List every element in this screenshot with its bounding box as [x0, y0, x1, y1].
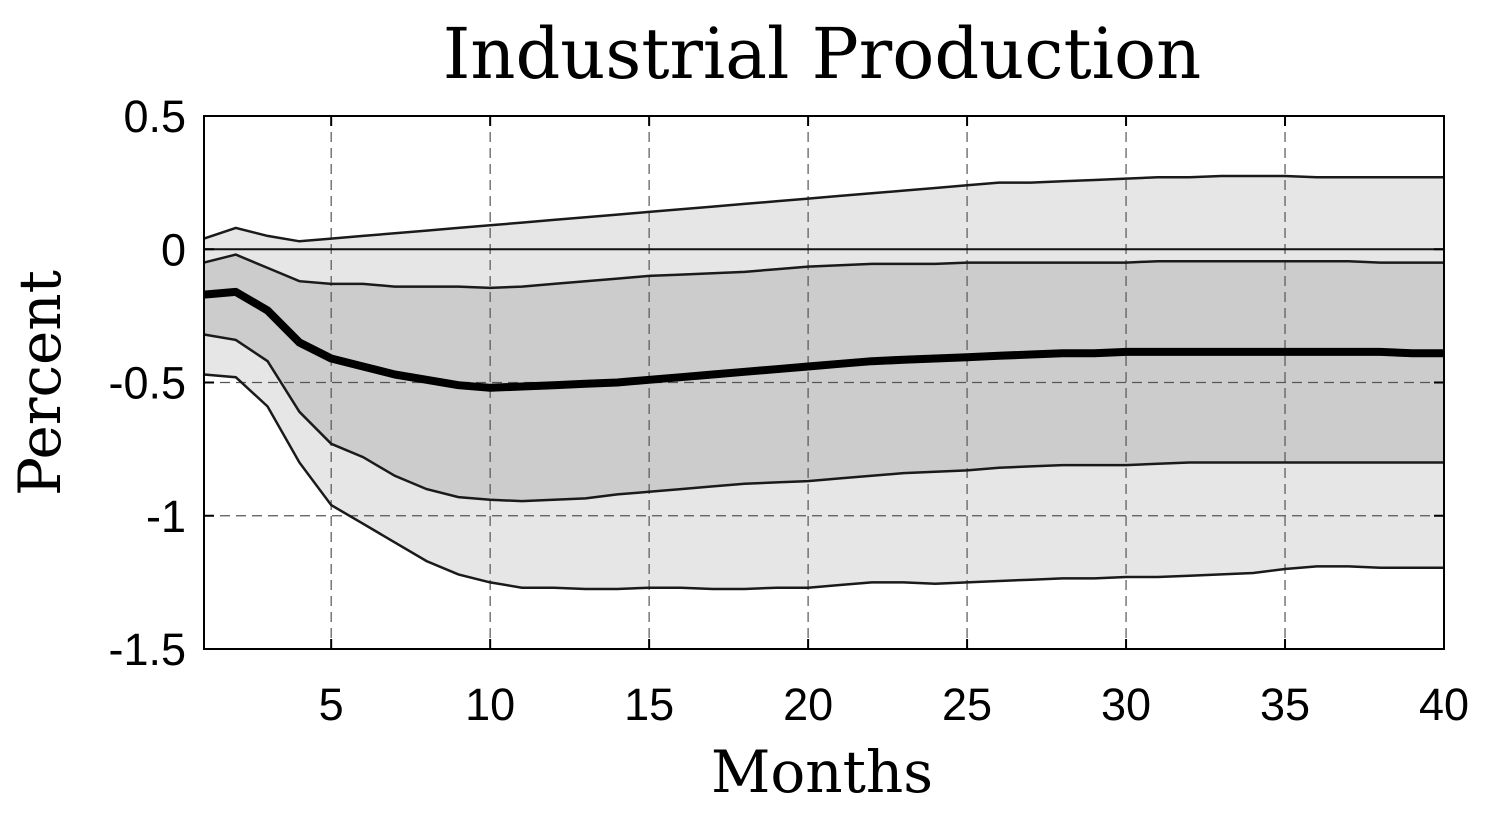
x-tick-label: 15	[624, 679, 674, 730]
y-tick-label: 0	[161, 224, 186, 275]
outer-band-lower-line	[203, 373, 1444, 591]
y-tick-label: -1.5	[108, 624, 186, 675]
x-tick-label: 35	[1260, 679, 1310, 730]
x-tick-label: 10	[465, 679, 515, 730]
y-tick-label: -1	[146, 491, 186, 542]
outer-band-upper-line	[203, 174, 1444, 243]
y-tick-label: 0.5	[123, 91, 186, 142]
x-tick-label: 20	[783, 679, 833, 730]
chart-title: Industrial Production	[443, 13, 1201, 95]
x-tick-label: 30	[1101, 679, 1151, 730]
inner-band-area	[204, 254, 1444, 502]
y-tick-label: -0.5	[108, 358, 186, 409]
x-axis-label: Months	[711, 738, 933, 806]
x-tick-label: 40	[1419, 679, 1469, 730]
plot-area: 5 10 15 20 25 30 35 40 0.5 0 -0.5 -1 -1.5	[108, 91, 1469, 730]
x-tick-label: 25	[942, 679, 992, 730]
inner-band-lower-line	[203, 333, 1444, 503]
median-response-line	[203, 287, 1444, 392]
inner-band-upper-line	[203, 253, 1444, 290]
x-tick-label: 5	[319, 679, 344, 730]
y-axis-label: Percent	[6, 270, 74, 496]
